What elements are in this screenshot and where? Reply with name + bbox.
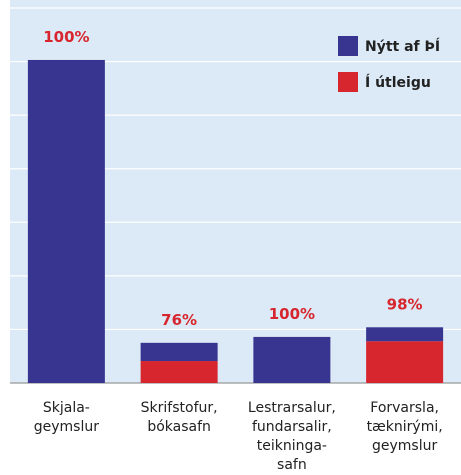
x-tick-label-line: Lestrarsalur,	[248, 400, 336, 416]
x-tick-label-line: Skrifstofur,	[141, 400, 218, 416]
x-tick-label-line: safn	[277, 457, 307, 473]
bar-segment	[140, 342, 218, 362]
legend-label: Í útleigu	[365, 74, 431, 91]
bar-segment	[366, 341, 444, 383]
x-tick-label-line: bókasafn	[147, 419, 211, 435]
legend-swatch	[338, 36, 358, 56]
x-tick-label-line: fundarsalir,	[252, 419, 332, 435]
bar-label: 76%	[161, 311, 197, 329]
x-tick-label-line: geymslur	[372, 438, 437, 454]
x-tick-label-line: tæknirými,	[367, 419, 443, 435]
bar-label: 100%	[43, 28, 89, 46]
bar-segment	[253, 336, 331, 383]
x-tick-label: Skjala-geymslur	[34, 400, 99, 435]
x-tick-label: Lestrarsalur, fundarsalir, teikninga-safn	[248, 400, 336, 473]
bar-label: 98%	[387, 295, 423, 313]
x-tick-label-line: Skjala-	[43, 400, 90, 416]
x-tick-label: Forvarsla, tæknirými, geymslur	[367, 400, 443, 454]
x-tick-label-line: geymslur	[34, 419, 99, 435]
x-tick-label: Skrifstofur, bókasafn	[141, 400, 218, 435]
legend-swatch	[338, 72, 358, 92]
legend-label: Nýtt af ÞÍ	[365, 38, 440, 55]
bar-segment	[140, 361, 218, 383]
x-tick-label-line: teikninga-	[257, 438, 327, 454]
x-tick-label-line: Forvarsla,	[370, 400, 439, 416]
bar-label: 100%	[269, 305, 315, 323]
bar-segment	[27, 59, 105, 383]
bar-segment	[366, 327, 444, 342]
